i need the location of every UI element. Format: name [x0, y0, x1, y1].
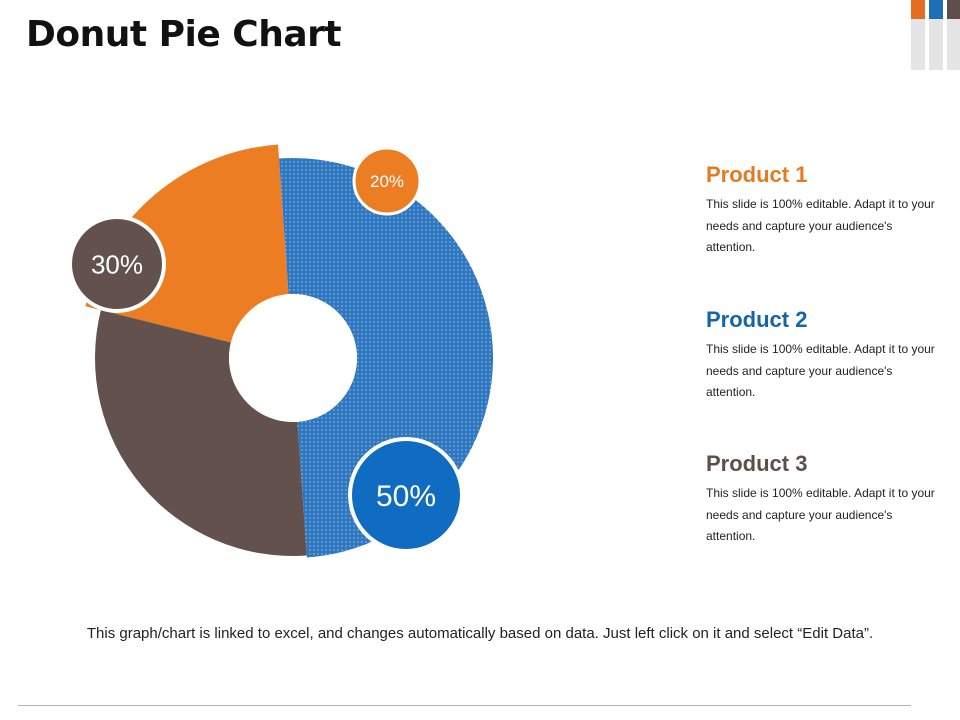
legend-product-2: Product 2 This slide is 100% editable. A… [706, 307, 936, 404]
data-label-text: 30% [91, 249, 143, 279]
legend-description: This slide is 100% editable. Adapt it to… [706, 486, 935, 543]
decor-bar-orange [911, 0, 925, 19]
donut-chart[interactable]: 20% 30% 50% [0, 0, 620, 600]
decor-bar-blue [929, 0, 943, 19]
data-label-product-1: 20% [352, 146, 422, 216]
legend-title: Product 1 [706, 162, 808, 187]
footnote: This graph/chart is linked to excel, and… [86, 625, 874, 642]
bottom-divider [18, 705, 911, 706]
donut-hole [229, 294, 357, 422]
data-label-bubble [352, 146, 422, 216]
data-label-text: 50% [376, 480, 436, 513]
data-label-product-2: 50% [348, 437, 464, 553]
data-label-bubble [348, 437, 464, 553]
legend-title: Product 3 [706, 451, 808, 476]
data-label-text: 20% [370, 172, 404, 191]
legend-description: This slide is 100% editable. Adapt it to… [706, 197, 935, 254]
corner-decoration [911, 0, 960, 70]
legend-description: This slide is 100% editable. Adapt it to… [706, 342, 935, 399]
legend-product-3: Product 3 This slide is 100% editable. A… [706, 451, 936, 548]
data-label-product-3: 30% [68, 215, 166, 313]
donut-slice-product-3[interactable] [94, 310, 307, 556]
legend-product-1: Product 1 This slide is 100% editable. A… [706, 162, 936, 259]
page-title: Donut Pie Chart [26, 14, 342, 55]
data-label-bubble [68, 215, 166, 313]
decor-bar-brown [947, 0, 960, 19]
legend-title: Product 2 [706, 307, 808, 332]
